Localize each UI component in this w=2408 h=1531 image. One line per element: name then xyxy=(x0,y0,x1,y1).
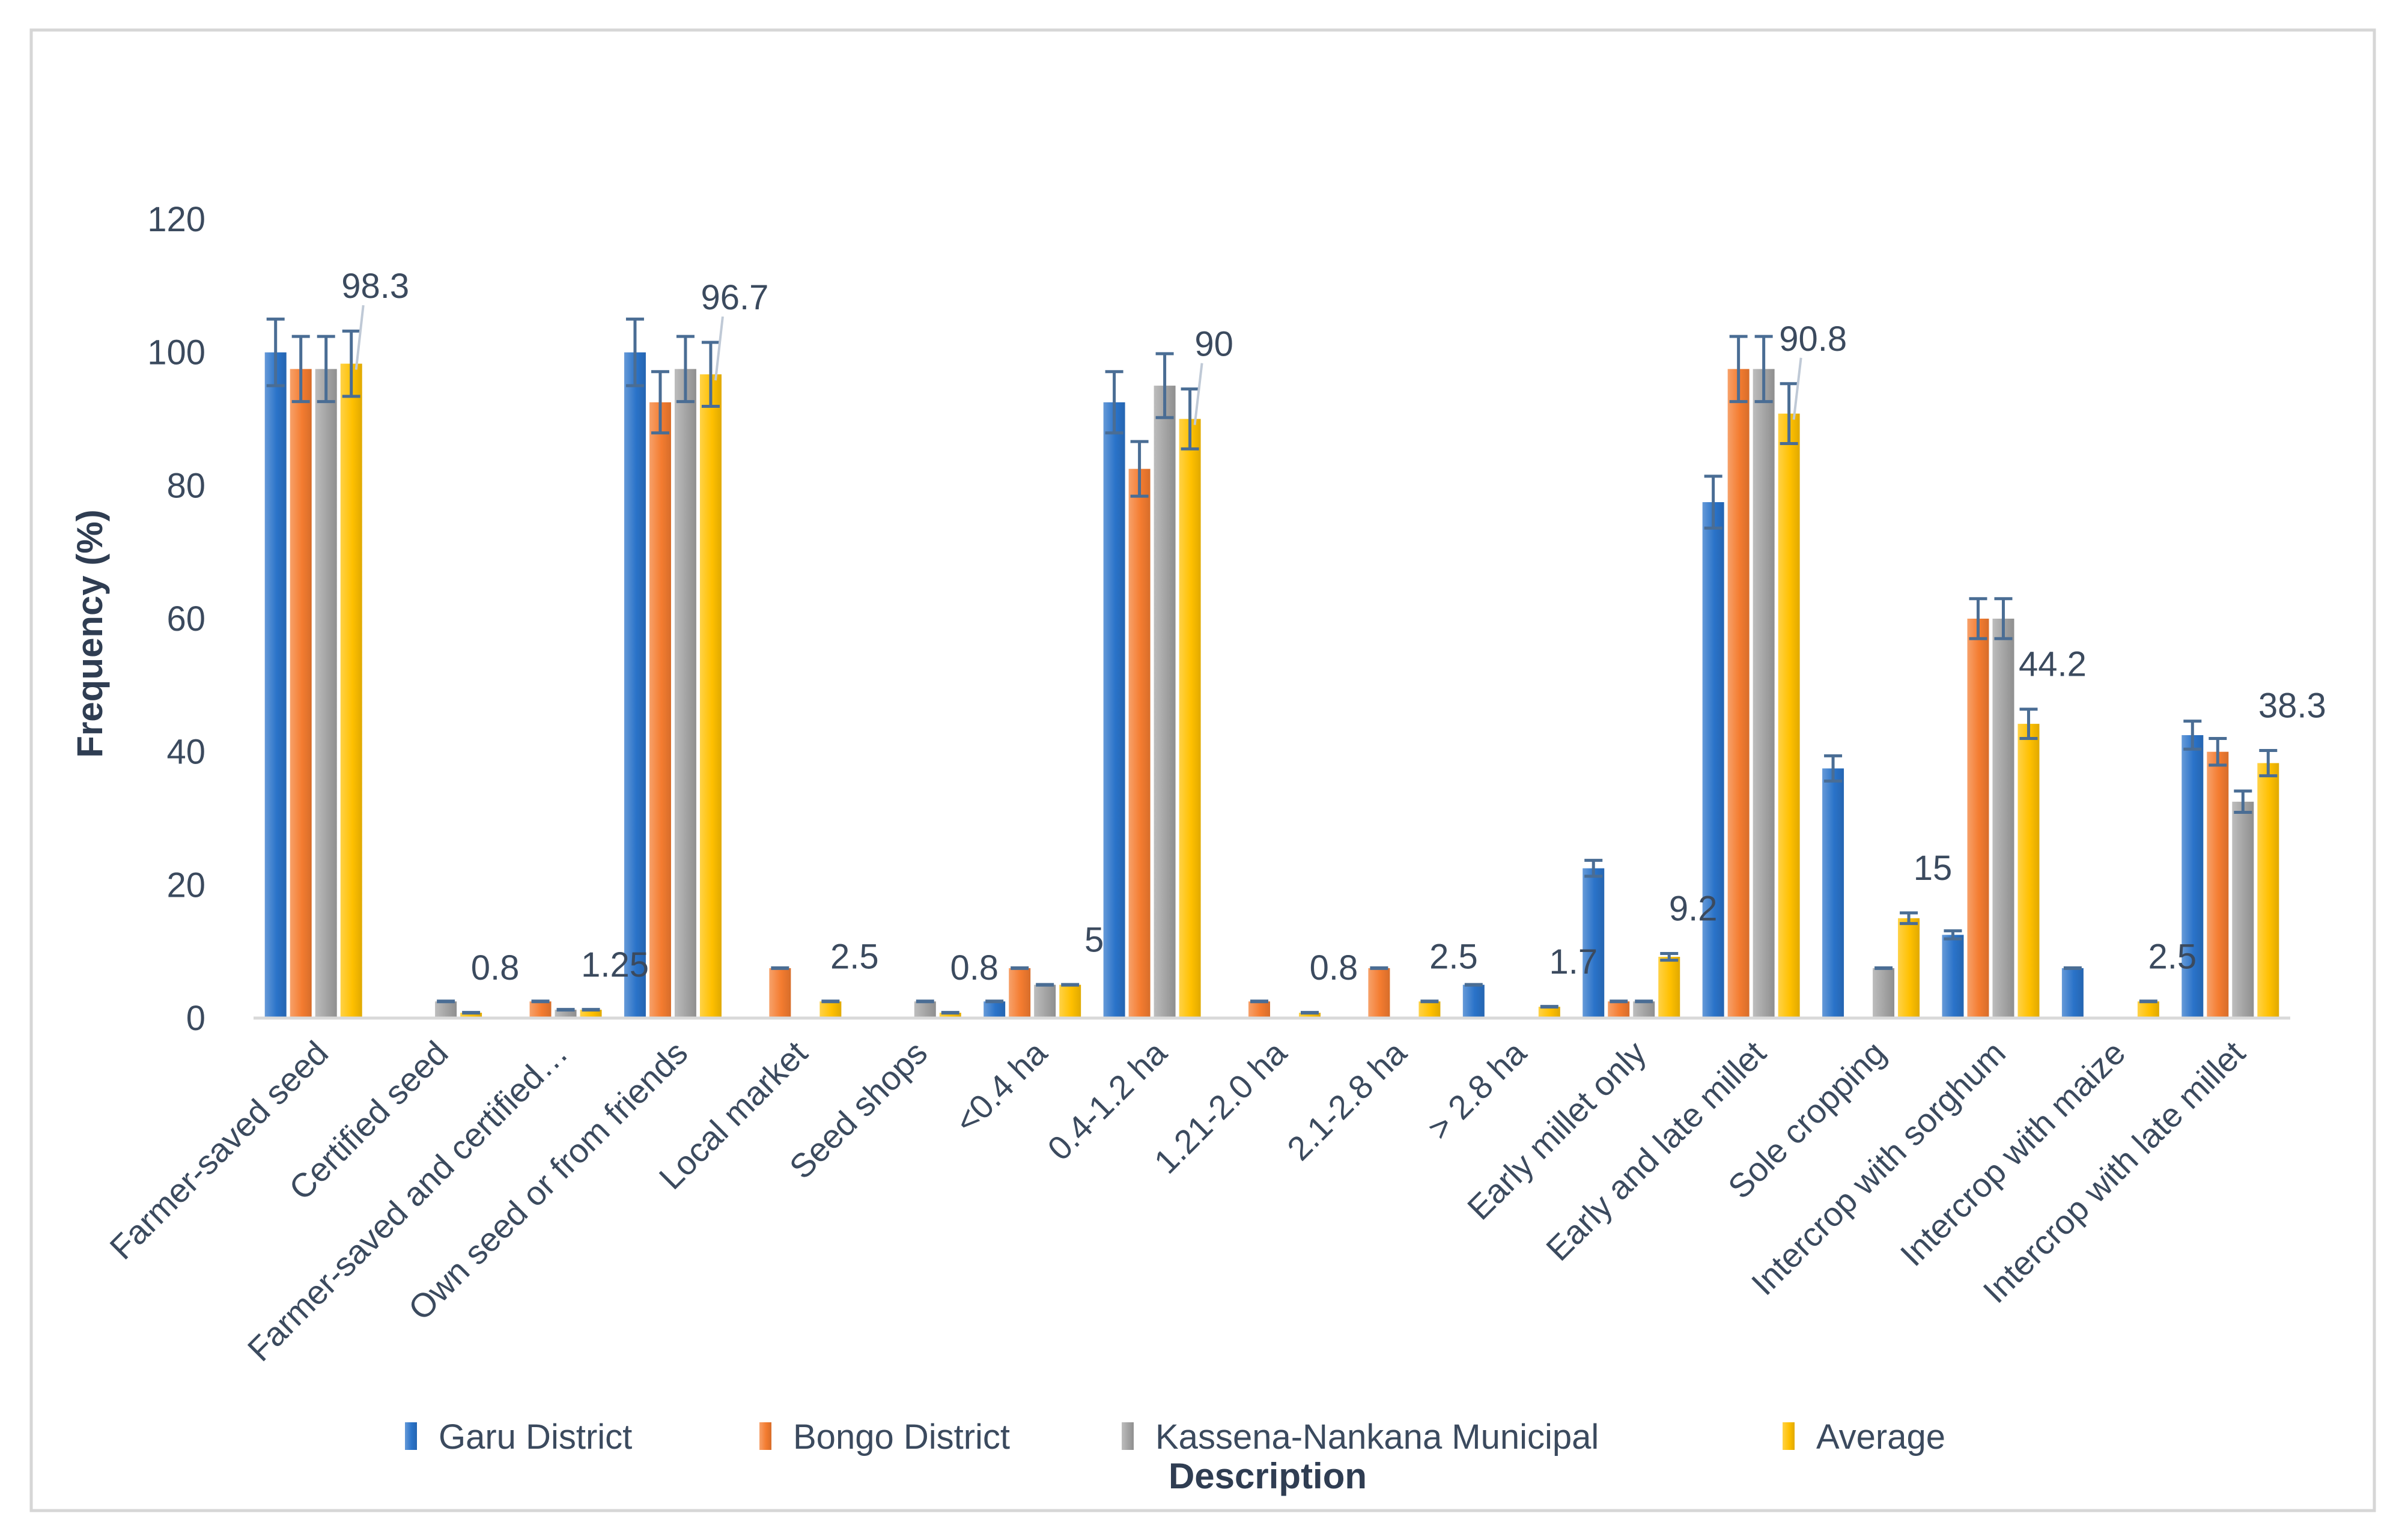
legend-swatch xyxy=(405,1422,417,1450)
bar xyxy=(1727,369,1750,1018)
bar xyxy=(460,1013,482,1018)
data-label: 0.8 xyxy=(1310,948,1358,987)
bar xyxy=(1128,468,1151,1018)
y-tick-label: 120 xyxy=(147,200,205,239)
bar xyxy=(1942,935,1964,1018)
bar xyxy=(2207,751,2229,1018)
data-label: 0.8 xyxy=(950,948,999,987)
bar xyxy=(699,374,722,1018)
bar xyxy=(1967,619,1989,1018)
data-label-leader xyxy=(354,305,365,370)
data-label: 1.7 xyxy=(1549,942,1598,981)
y-axis: 0 20 40 60 80 100 120 xyxy=(147,200,205,1038)
bar xyxy=(914,1001,936,1018)
data-labels: 98.3 0.8 1.25 96.7 2.5 0.8 5 90 0.8 2.5 1.7 9.2 90.8… xyxy=(341,267,2326,987)
bar xyxy=(1154,386,1176,1019)
bar xyxy=(435,1001,457,1018)
bar xyxy=(1992,619,2014,1018)
bar xyxy=(1822,768,1844,1018)
error-bars xyxy=(266,317,2278,1015)
bar xyxy=(580,1010,602,1018)
data-label: 2.5 xyxy=(830,937,879,976)
data-label: 15 xyxy=(1914,849,1953,888)
y-tick-label: 60 xyxy=(166,599,205,638)
data-label: 44.2 xyxy=(2019,645,2087,684)
x-axis-title: Description xyxy=(1169,1456,1367,1496)
bar xyxy=(1898,918,1920,1018)
bar xyxy=(1009,968,1031,1018)
bar xyxy=(1462,984,1485,1018)
bar xyxy=(1059,984,1081,1018)
bar xyxy=(2257,763,2279,1018)
bar xyxy=(1248,1001,1270,1018)
bar xyxy=(2017,724,2040,1018)
bar xyxy=(1633,1001,1655,1018)
bars xyxy=(264,352,2279,1019)
data-label-leader xyxy=(714,316,724,381)
bar xyxy=(529,1001,552,1018)
bar xyxy=(1179,419,1201,1018)
bar xyxy=(315,369,337,1018)
bar xyxy=(1299,1013,1321,1018)
bar xyxy=(2232,801,2254,1018)
data-label: 98.3 xyxy=(341,267,409,306)
data-label: 90 xyxy=(1194,325,1233,364)
legend-label: Kassena-Nankana Municipal xyxy=(1155,1417,1599,1457)
legend-label: Average xyxy=(1816,1417,1945,1457)
bar xyxy=(674,369,696,1018)
data-label-leader xyxy=(1792,357,1802,420)
y-tick-label: 0 xyxy=(186,999,205,1038)
bar xyxy=(1608,1001,1630,1018)
data-label: 90.8 xyxy=(1779,320,1847,359)
bar xyxy=(769,968,791,1018)
bar xyxy=(984,1001,1006,1018)
data-label: 1.25 xyxy=(581,945,649,984)
data-label-leader xyxy=(1193,363,1203,425)
data-label: 0.8 xyxy=(471,948,520,987)
bar xyxy=(624,352,646,1018)
bar xyxy=(1034,984,1056,1018)
y-tick-label: 40 xyxy=(166,733,205,772)
bar xyxy=(340,363,362,1019)
bar xyxy=(2137,1001,2159,1018)
data-label: 9.2 xyxy=(1669,889,1718,928)
data-label: 96.7 xyxy=(701,278,768,317)
data-label: 2.5 xyxy=(2148,937,2197,976)
bar xyxy=(1583,868,1605,1018)
bar xyxy=(939,1013,961,1018)
legend-label: Bongo District xyxy=(793,1417,1010,1457)
legend-label: Garu District xyxy=(439,1417,632,1457)
bar xyxy=(264,352,287,1018)
bar xyxy=(555,1010,577,1018)
legend: Garu District Bongo District Kassena-Nanka… xyxy=(405,1417,1945,1457)
bar xyxy=(1873,968,1895,1018)
bar xyxy=(290,369,312,1018)
legend-swatch xyxy=(759,1422,771,1450)
bar xyxy=(1538,1007,1560,1018)
bar xyxy=(1658,957,1680,1018)
legend-swatch xyxy=(1783,1422,1795,1450)
bar xyxy=(649,402,671,1018)
y-tick-label: 20 xyxy=(166,866,205,905)
bar xyxy=(1753,369,1775,1018)
bar xyxy=(819,1001,842,1018)
bar xyxy=(2061,968,2084,1018)
bar xyxy=(1368,968,1390,1018)
bar xyxy=(1418,1001,1441,1018)
bar xyxy=(2181,735,2204,1018)
bar xyxy=(1103,402,1125,1018)
data-label: 2.5 xyxy=(1429,937,1478,976)
bar xyxy=(1778,413,1800,1018)
y-axis-title: Frequency (%) xyxy=(70,509,110,757)
legend-swatch xyxy=(1122,1422,1134,1450)
data-label: 5 xyxy=(1084,921,1104,960)
data-label: 38.3 xyxy=(2258,686,2326,725)
bar xyxy=(1702,502,1724,1018)
y-tick-label: 100 xyxy=(147,333,205,372)
y-tick-label: 80 xyxy=(166,466,205,505)
